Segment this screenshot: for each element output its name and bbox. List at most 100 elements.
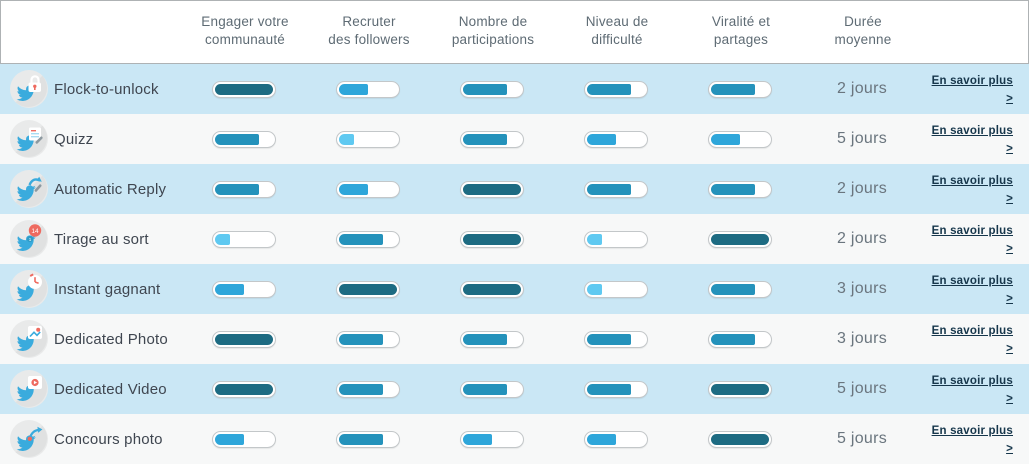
nombre-participations-bar-cell [430, 380, 554, 398]
duration-value: 5 jours [836, 430, 888, 447]
learn-more-cell: En savoir plus > [922, 71, 1029, 107]
score-track [463, 133, 521, 145]
score-track [463, 383, 521, 395]
engager-communaute-score-bar [212, 430, 276, 448]
recruter-followers-score-bar [336, 430, 400, 448]
viralite-partages-score-bar [708, 430, 772, 448]
score-fill [463, 283, 521, 295]
niveau-difficulte-score-bar [584, 430, 648, 448]
niveau-difficulte-score-bar [584, 380, 648, 398]
engager-communaute-score-bar [212, 230, 276, 248]
learn-more-link[interactable]: En savoir plus > [931, 175, 1013, 205]
engager-communaute-bar-cell [182, 430, 306, 448]
engager-communaute-score-bar [212, 380, 276, 398]
recruter-followers-score-bar [336, 230, 400, 248]
table-body: Flock-to-unlock 2 jours En savoir plus > Qu… [0, 64, 1029, 464]
niveau-difficulte-bar-cell [554, 330, 678, 348]
nombre-participations-bar-cell [430, 430, 554, 448]
score-track [339, 433, 397, 445]
row-label: Quizz [54, 130, 94, 148]
table-row: Flock-to-unlock 2 jours En savoir plus > [0, 64, 1029, 114]
learn-more-cell: En savoir plus > [922, 221, 1029, 257]
score-fill [711, 183, 755, 195]
recruter-followers-bar-cell [306, 180, 430, 198]
niveau-difficulte-score-bar [584, 80, 648, 98]
recruter-followers-bar-cell [306, 130, 430, 148]
engager-communaute-score-bar [212, 80, 276, 98]
column-header-duree-moyenne: Durée moyenne [834, 14, 892, 48]
learn-more-link[interactable]: En savoir plus > [931, 275, 1013, 305]
score-track [587, 83, 645, 95]
learn-more-link[interactable]: En savoir plus > [931, 425, 1013, 455]
score-fill [463, 183, 521, 195]
score-fill [215, 383, 273, 395]
learn-more-link[interactable]: En savoir plus > [931, 225, 1013, 255]
nombre-participations-score-bar [460, 430, 524, 448]
score-fill [215, 433, 244, 445]
nombre-participations-score-bar [460, 130, 524, 148]
score-fill [215, 283, 244, 295]
score-fill [215, 83, 273, 95]
score-track [587, 183, 645, 195]
niveau-difficulte-score-bar [584, 230, 648, 248]
nombre-participations-bar-cell [430, 330, 554, 348]
score-fill [339, 183, 368, 195]
score-fill [339, 283, 397, 295]
row-label: Concours photo [54, 430, 163, 448]
score-fill [711, 433, 769, 445]
score-fill [587, 333, 631, 345]
nombre-participations-bar-cell [430, 280, 554, 298]
score-track [215, 433, 273, 445]
score-track [711, 433, 769, 445]
nombre-participations-bar-cell [430, 80, 554, 98]
score-track [587, 433, 645, 445]
recruter-followers-bar-cell [306, 330, 430, 348]
nombre-participations-score-bar [460, 180, 524, 198]
flock-to-unlock-icon [0, 70, 52, 108]
score-fill [215, 233, 230, 245]
niveau-difficulte-bar-cell [554, 380, 678, 398]
duration-value: 3 jours [836, 330, 888, 347]
score-track [463, 233, 521, 245]
niveau-difficulte-bar-cell [554, 130, 678, 148]
learn-more-link[interactable]: En savoir plus > [931, 375, 1013, 405]
score-fill [215, 333, 273, 345]
niveau-difficulte-score-bar [584, 280, 648, 298]
learn-more-link[interactable]: En savoir plus > [931, 75, 1013, 105]
score-track [711, 133, 769, 145]
viralite-partages-bar-cell [678, 280, 802, 298]
score-fill [339, 433, 383, 445]
automatic-reply-icon [0, 170, 52, 208]
learn-more-cell: En savoir plus > [922, 271, 1029, 307]
row-label: Flock-to-unlock [54, 80, 159, 98]
table-row: 14 1 Tirage au sort 2 jours En savoir plus > [0, 214, 1029, 264]
instant-gagnant-icon [0, 270, 52, 308]
score-track [463, 183, 521, 195]
score-fill [711, 283, 755, 295]
recruter-followers-score-bar [336, 330, 400, 348]
niveau-difficulte-score-bar [584, 130, 648, 148]
viralite-partages-score-bar [708, 180, 772, 198]
engager-communaute-bar-cell [182, 280, 306, 298]
table-row: Concours photo 5 jours En savoir plus > [0, 414, 1029, 464]
score-fill [711, 383, 769, 395]
learn-more-link[interactable]: En savoir plus > [931, 125, 1013, 155]
score-fill [339, 333, 383, 345]
column-header-nombre-participations: Nombre de participations [451, 14, 535, 48]
nombre-participations-bar-cell [430, 230, 554, 248]
score-fill [587, 433, 616, 445]
recruter-followers-bar-cell [306, 380, 430, 398]
score-track [339, 233, 397, 245]
learn-more-link[interactable]: En savoir plus > [931, 325, 1013, 355]
duration-value: 3 jours [836, 280, 888, 297]
score-track [339, 183, 397, 195]
score-track [339, 383, 397, 395]
niveau-difficulte-score-bar [584, 180, 648, 198]
engager-communaute-bar-cell [182, 230, 306, 248]
row-label: Dedicated Photo [54, 330, 168, 348]
score-track [463, 433, 521, 445]
score-fill [587, 383, 631, 395]
score-track [215, 83, 273, 95]
table-row: Automatic Reply 2 jours En savoir plus > [0, 164, 1029, 214]
